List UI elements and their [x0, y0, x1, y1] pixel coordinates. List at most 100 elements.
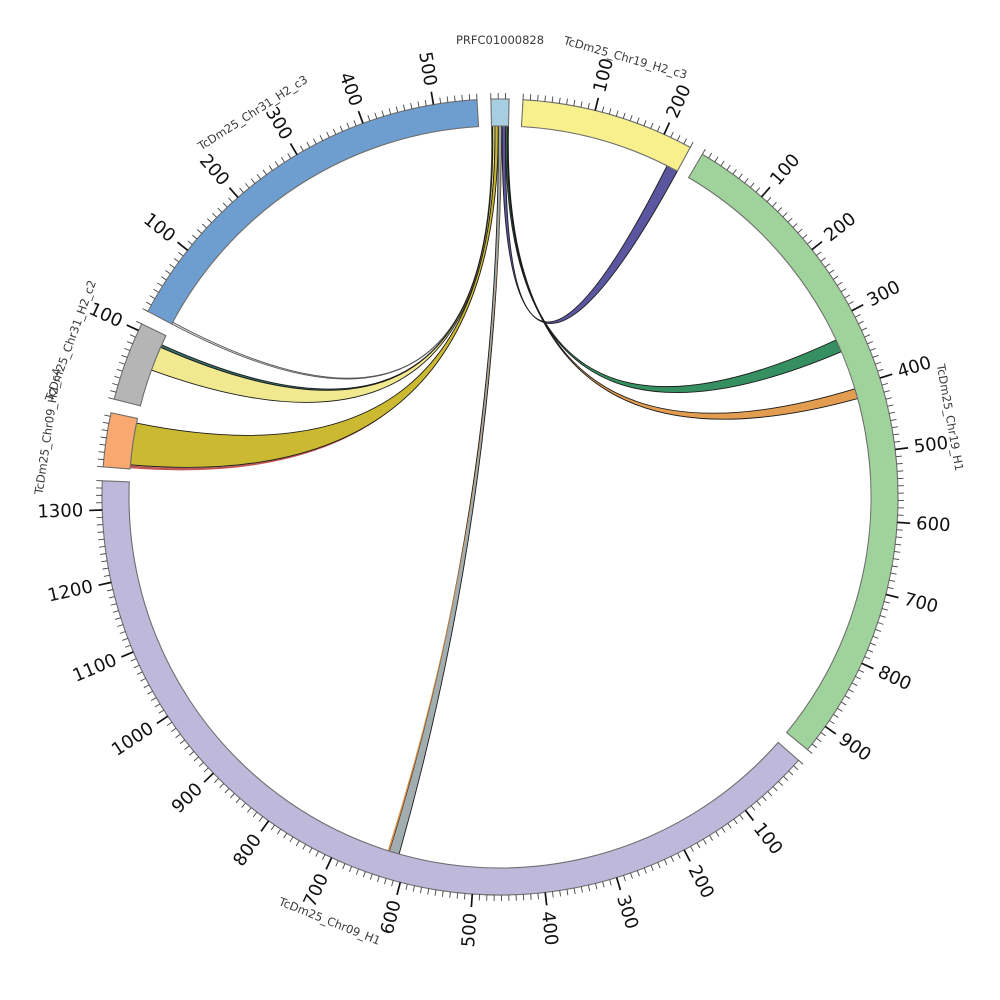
major-tick [228, 187, 239, 198]
tick-label-TcDm25_Chr09_H1-800: 800 [229, 830, 266, 870]
segment-label-PRFC01000828: PRFC01000828 [456, 33, 544, 47]
major-tick [126, 324, 139, 332]
minor-tick [895, 536, 903, 538]
minor-tick [615, 110, 619, 117]
minor-tick [854, 314, 861, 318]
minor-tick [100, 553, 107, 555]
minor-tick [573, 887, 576, 895]
segment-arc-TcDm25_Chr09_H1 [101, 480, 800, 896]
minor-tick [807, 749, 813, 754]
segment-arc-TcDm25_Chr19_H1 [687, 153, 899, 751]
minor-tick [179, 739, 186, 745]
minor-tick [623, 875, 626, 882]
minor-tick [609, 879, 612, 886]
minor-tick [875, 628, 882, 632]
minor-tick [252, 811, 258, 818]
minor-tick [806, 239, 813, 245]
minor-tick [890, 572, 897, 575]
minor-tick [362, 871, 366, 878]
minor-tick [656, 125, 661, 132]
minor-tick [832, 275, 839, 280]
minor-tick [103, 574, 110, 577]
minor-tick [274, 161, 279, 167]
minor-tick [157, 282, 163, 287]
minor-tick [198, 762, 204, 767]
tick-label-TcDm25_Chr09_H1-600: 600 [377, 898, 406, 937]
major-tick [879, 373, 893, 379]
minor-tick [270, 824, 275, 831]
minor-tick [153, 288, 159, 293]
major-tick [289, 143, 298, 156]
minor-tick [369, 873, 373, 880]
tick-label-TcDm25_Chr19_H2_c3-200: 200 [662, 81, 695, 121]
minor-tick [283, 832, 288, 839]
minor-tick [142, 308, 149, 312]
minor-tick [889, 411, 896, 414]
minor-tick [102, 567, 109, 570]
major-tick [895, 447, 909, 451]
minor-tick [166, 721, 173, 727]
minor-tick [339, 125, 344, 132]
minor-tick [449, 891, 451, 898]
minor-tick [149, 295, 156, 300]
minor-tick [772, 786, 778, 792]
minor-tick [895, 543, 902, 546]
minor-tick [544, 95, 546, 102]
minor-tick [101, 560, 108, 563]
minor-tick [670, 856, 675, 862]
tick-label-TcDm25_Chr31_H2_c2-100: 100 [86, 299, 126, 332]
tick-label-TcDm25_Chr09_H1-100: 100 [749, 819, 787, 859]
tick-label-TcDm25_Chr19_H1-800: 800 [874, 662, 914, 695]
minor-tick [727, 823, 732, 829]
minor-tick [858, 320, 864, 325]
major-tick [430, 91, 435, 105]
minor-tick [664, 859, 668, 866]
minor-tick [321, 854, 326, 861]
minor-tick [308, 847, 313, 854]
minor-tick [245, 183, 250, 189]
minor-tick [689, 141, 694, 148]
minor-tick [738, 173, 743, 179]
minor-tick [761, 796, 767, 802]
minor-tick [890, 418, 897, 422]
minor-tick [566, 98, 568, 105]
minor-tick [219, 783, 225, 789]
minor-tick [434, 889, 437, 896]
minor-tick [306, 141, 311, 148]
tick-label-TcDm25_Chr19_H1-900: 900 [835, 729, 875, 766]
minor-tick [402, 104, 406, 111]
major-tick [98, 581, 112, 587]
minor-tick [587, 884, 591, 892]
minor-tick [650, 865, 654, 871]
minor-tick [114, 375, 121, 379]
minor-tick [412, 885, 415, 892]
minor-tick [117, 624, 124, 627]
minor-tick [150, 697, 157, 702]
minor-tick [122, 637, 129, 641]
minor-tick [771, 202, 777, 208]
minor-tick [374, 112, 378, 119]
minor-tick [98, 451, 105, 453]
minor-tick [136, 671, 143, 675]
minor-tick [881, 382, 888, 386]
minor-tick [872, 354, 879, 358]
minor-tick [690, 846, 694, 852]
minor-tick [106, 589, 114, 592]
minor-tick [792, 223, 798, 228]
minor-tick [143, 684, 150, 689]
minor-tick [391, 880, 394, 887]
minor-tick [295, 840, 300, 847]
minor-tick [424, 99, 427, 106]
minor-tick [766, 197, 772, 203]
minor-tick [367, 115, 371, 122]
minor-tick [376, 876, 380, 883]
minor-tick [268, 165, 273, 171]
minor-tick [733, 818, 738, 825]
minor-tick [276, 828, 282, 835]
minor-tick [456, 892, 459, 899]
minor-tick [158, 709, 165, 714]
minor-tick [110, 603, 117, 606]
minor-tick [289, 836, 294, 843]
minor-tick [165, 270, 171, 275]
minor-tick [203, 767, 209, 773]
